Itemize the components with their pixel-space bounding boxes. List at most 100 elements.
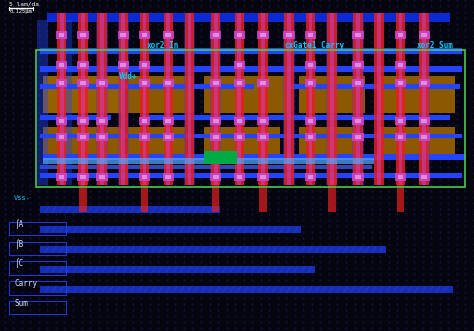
FancyBboxPatch shape [235,13,244,185]
Point [61,63,68,68]
Point [78,242,85,247]
Point [257,99,264,104]
Point [274,277,282,283]
Point [44,27,51,32]
Point [248,164,256,169]
Point [163,248,171,253]
Point [470,265,474,271]
Point [78,105,85,110]
Point [112,325,119,330]
Point [35,122,43,128]
Point [342,200,350,205]
Point [172,63,179,68]
Point [27,212,34,217]
Point [325,99,333,104]
Point [385,140,392,146]
Point [428,224,435,229]
Point [342,105,350,110]
Point [308,265,316,271]
Point [393,27,401,32]
FancyBboxPatch shape [59,135,64,139]
Point [428,69,435,74]
Point [308,158,316,164]
Point [137,260,145,265]
Point [385,21,392,26]
Point [402,69,410,74]
Point [453,289,461,295]
Point [376,319,384,324]
Point [206,0,213,3]
Point [86,260,94,265]
Point [240,307,247,312]
Point [265,230,273,235]
Point [274,170,282,175]
FancyBboxPatch shape [139,133,150,141]
Point [410,277,418,283]
Point [342,188,350,193]
FancyBboxPatch shape [326,20,337,185]
Point [52,194,60,199]
Point [1,325,9,330]
Point [436,242,444,247]
Point [248,57,256,62]
Point [146,194,154,199]
Point [52,87,60,92]
FancyBboxPatch shape [395,79,406,87]
Point [206,212,213,217]
Point [291,265,299,271]
Point [436,51,444,56]
Point [325,140,333,146]
Point [9,200,17,205]
Point [163,194,171,199]
Point [257,63,264,68]
Point [52,325,60,330]
Point [283,164,290,169]
Point [308,75,316,80]
Point [61,164,68,169]
Point [385,51,392,56]
Point [248,289,256,295]
Point [146,0,154,3]
FancyBboxPatch shape [234,133,245,141]
Point [18,313,26,318]
Point [402,283,410,289]
Point [112,212,119,217]
Point [69,99,77,104]
Point [257,111,264,116]
Point [342,301,350,307]
Point [231,152,239,158]
Point [325,206,333,211]
Point [248,248,256,253]
Point [436,27,444,32]
Point [470,45,474,50]
Point [103,57,111,62]
Point [359,289,367,295]
Point [206,63,213,68]
Point [9,301,17,307]
Point [86,27,94,32]
Point [95,277,102,283]
Point [402,63,410,68]
Point [44,230,51,235]
Point [325,69,333,74]
Point [274,51,282,56]
Point [385,105,392,110]
Point [172,146,179,152]
Point [52,128,60,134]
Point [137,182,145,187]
Point [112,27,119,32]
Point [69,200,77,205]
Point [163,158,171,164]
Point [248,194,256,199]
Point [163,117,171,122]
Point [137,313,145,318]
Point [95,289,102,295]
Point [1,182,9,187]
Point [231,194,239,199]
Point [129,69,137,74]
Point [35,218,43,223]
Point [265,51,273,56]
Point [120,27,128,32]
Point [300,158,307,164]
Point [470,93,474,98]
